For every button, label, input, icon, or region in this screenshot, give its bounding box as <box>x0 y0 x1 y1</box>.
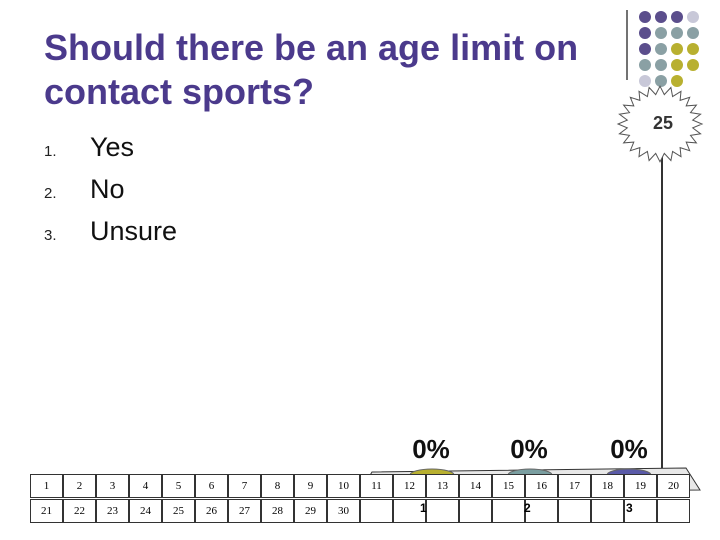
keypad-cell: 20 <box>657 474 690 498</box>
keypad-cell: 7 <box>228 474 261 498</box>
keypad-cell-empty <box>492 499 525 523</box>
dot-cluster <box>639 11 699 87</box>
decorative-dot <box>639 75 651 87</box>
result-percent-1: 0% <box>412 434 450 464</box>
keypad-cell: 18 <box>591 474 624 498</box>
timer-value: 25 <box>652 113 674 133</box>
keypad-cell-empty <box>360 499 393 523</box>
decorative-dot <box>655 11 667 23</box>
keypad-cell: 21 <box>30 499 63 523</box>
decorative-dot <box>639 11 651 23</box>
keypad-cell: 16 <box>525 474 558 498</box>
option-item: 1. Yes <box>44 132 177 174</box>
keypad-cell: 23 <box>96 499 129 523</box>
keypad-cell: 26 <box>195 499 228 523</box>
result-percent-3: 0% <box>610 434 648 464</box>
option-item: 3. Unsure <box>44 216 177 258</box>
countdown-timer <box>616 85 704 163</box>
keypad-cell: 6 <box>195 474 228 498</box>
decorative-dot <box>687 27 699 39</box>
keypad-cell-empty <box>459 499 492 523</box>
response-grid: 1 2 3 4 5 6 7 8 9 10 11 12 13 14 15 16 17 18 19 20 21 22 23 24 2… <box>30 472 690 526</box>
keypad-cell-empty <box>393 499 426 523</box>
keypad-cell: 9 <box>294 474 327 498</box>
keypad-cell: 19 <box>624 474 657 498</box>
keypad-cell: 14 <box>459 474 492 498</box>
keypad-cell: 11 <box>360 474 393 498</box>
result-option-number: 1 <box>420 501 427 515</box>
result-option-number: 3 <box>626 501 633 515</box>
option-number: 2. <box>44 185 57 202</box>
decorative-dot <box>671 75 683 87</box>
keypad-cell: 28 <box>261 499 294 523</box>
option-item: 2. No <box>44 174 177 216</box>
answer-options: 1. Yes 2. No 3. Unsure <box>44 132 177 258</box>
keypad-cell: 5 <box>162 474 195 498</box>
result-percent-2: 0% <box>510 434 548 464</box>
keypad-cell: 13 <box>426 474 459 498</box>
decorative-dot <box>655 43 667 55</box>
decorative-dot <box>671 43 683 55</box>
keypad-cell-empty <box>525 499 558 523</box>
keypad-cell: 4 <box>129 474 162 498</box>
option-number: 3. <box>44 227 57 244</box>
keypad-cell-empty <box>624 499 657 523</box>
decorative-dot <box>655 59 667 71</box>
keypad-cell: 2 <box>63 474 96 498</box>
keypad-cell: 29 <box>294 499 327 523</box>
keypad-cell: 25 <box>162 499 195 523</box>
keypad-cell: 15 <box>492 474 525 498</box>
option-text: Yes <box>90 132 135 162</box>
decorative-dot <box>671 11 683 23</box>
decorative-dot <box>687 11 699 23</box>
keypad-cell: 10 <box>327 474 360 498</box>
option-number: 1. <box>44 143 57 160</box>
keypad-cell: 30 <box>327 499 360 523</box>
keypad-cell: 1 <box>30 474 63 498</box>
decorative-dot <box>639 43 651 55</box>
sunburst-shape <box>616 85 704 163</box>
keypad-cell-empty <box>558 499 591 523</box>
keypad-cell-empty <box>657 499 690 523</box>
keypad-cell: 27 <box>228 499 261 523</box>
keypad-cell-empty <box>426 499 459 523</box>
option-text: No <box>90 174 125 204</box>
keypad-cell: 12 <box>393 474 426 498</box>
decorative-dot <box>639 59 651 71</box>
keypad-cell: 17 <box>558 474 591 498</box>
option-text: Unsure <box>90 216 178 246</box>
decorative-dot <box>687 59 699 71</box>
decorative-dot <box>671 59 683 71</box>
decorative-dot <box>671 27 683 39</box>
slide-title: Should there be an age limit on contact … <box>44 27 579 112</box>
keypad-cell-empty <box>591 499 624 523</box>
keypad-cell: 3 <box>96 474 129 498</box>
decorative-dot <box>639 27 651 39</box>
keypad-cell: 22 <box>63 499 96 523</box>
keypad-cell: 8 <box>261 474 294 498</box>
decorative-dot <box>687 43 699 55</box>
keypad-cell: 24 <box>129 499 162 523</box>
decorative-dot <box>655 27 667 39</box>
result-option-number: 2 <box>524 501 531 515</box>
decorative-dot <box>655 75 667 87</box>
